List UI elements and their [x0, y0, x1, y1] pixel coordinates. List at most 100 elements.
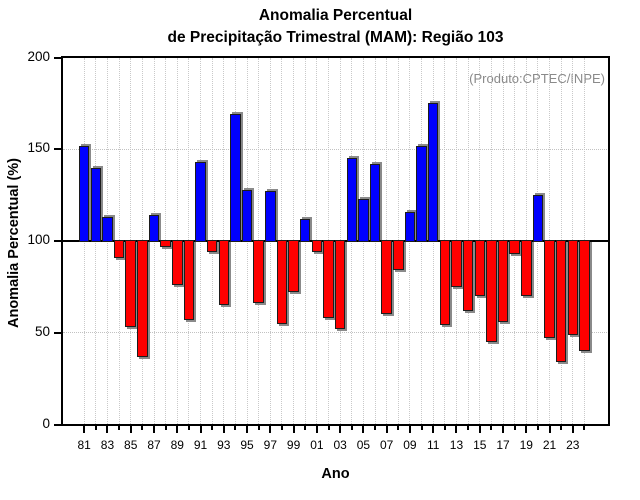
x-minor-tick-1984 [118, 426, 121, 430]
x-major-tick-2015 [478, 426, 481, 433]
x-tick-label-87: 87 [147, 438, 161, 452]
x-major-tick-2017 [502, 426, 505, 433]
y-tick-label-100: 100 [27, 232, 50, 247]
x-tick-label-05: 05 [356, 438, 371, 452]
y-tick-label-150: 150 [27, 140, 50, 156]
bar-2022 [555, 240, 567, 363]
x-minor-tick-2022 [560, 426, 563, 430]
x-major-tick-2023 [571, 426, 574, 433]
bar-1998 [276, 240, 288, 324]
x-major-tick-1997 [269, 426, 272, 433]
x-minor-tick-1982 [94, 426, 97, 430]
x-tick-label-15: 15 [473, 438, 487, 452]
x-minor-tick-2020 [536, 426, 539, 430]
bar-2020 [532, 195, 544, 242]
bar-2011 [427, 103, 439, 242]
x-tick-label-01: 01 [310, 438, 324, 452]
x-tick-label-09: 09 [403, 438, 417, 452]
x-major-tick-1993 [222, 426, 225, 433]
bar-2013 [451, 240, 462, 287]
bar-2021 [544, 240, 555, 339]
bar-2000 [299, 218, 311, 242]
bar-2009 [404, 211, 416, 242]
x-tick-label-23: 23 [566, 438, 580, 452]
x-major-tick-2005 [362, 426, 365, 433]
bar-2004 [346, 158, 358, 242]
x-major-tick-2011 [432, 426, 435, 433]
x-major-tick-1981 [83, 426, 86, 433]
bar-1989 [172, 240, 183, 286]
bar-2023 [567, 240, 579, 335]
bar-2017 [497, 240, 509, 322]
bar-2005 [358, 198, 369, 242]
horizontal-gridline-50 [63, 332, 609, 334]
bar-1983 [102, 217, 113, 242]
x-tick-label-91: 91 [193, 438, 208, 452]
bar-1999 [288, 240, 299, 293]
chart-title-line1: Anomalia Percentual [258, 7, 413, 24]
x-minor-tick-2012 [443, 426, 446, 430]
bar-2010 [416, 145, 427, 242]
x-tick-label-83: 83 [100, 438, 115, 452]
horizontal-gridline-150 [63, 148, 609, 150]
x-major-tick-2009 [408, 426, 411, 433]
bar-2012 [439, 240, 451, 326]
x-tick-label-81: 81 [77, 438, 91, 452]
x-tick-label-11: 11 [426, 438, 440, 452]
bar-2001 [311, 240, 323, 252]
x-major-tick-2021 [548, 426, 551, 433]
bar-1986 [137, 240, 148, 357]
x-major-tick-1987 [153, 426, 155, 433]
bar-2003 [334, 240, 346, 330]
y-tick-150 [54, 148, 61, 151]
y-tick-label-50: 50 [34, 323, 50, 339]
bar-1997 [265, 191, 276, 242]
x-tick-label-99: 99 [286, 438, 301, 452]
x-major-tick-1983 [106, 426, 109, 433]
x-minor-tick-1988 [164, 426, 167, 430]
bar-2016 [486, 240, 497, 342]
x-tick-label-21: 21 [542, 438, 557, 452]
bar-1988 [160, 240, 171, 247]
x-major-tick-1991 [199, 426, 202, 433]
x-minor-tick-2004 [350, 426, 353, 430]
x-tick-label-93: 93 [217, 438, 231, 452]
x-major-tick-1985 [129, 426, 132, 433]
bar-2018 [509, 240, 520, 254]
x-minor-tick-2010 [420, 426, 423, 430]
x-minor-tick-2000 [304, 426, 307, 430]
x-minor-tick-2024 [583, 426, 586, 430]
x-minor-tick-1996 [257, 426, 260, 430]
y-tick-200 [54, 56, 61, 59]
bar-1992 [206, 240, 218, 252]
bar-1996 [253, 240, 264, 304]
x-major-tick-1989 [176, 426, 179, 433]
x-tick-label-17: 17 [496, 438, 510, 452]
x-minor-tick-1986 [141, 426, 144, 430]
bar-1993 [218, 240, 230, 306]
chart-title-line2: de Precipitação Trimestral (MAM): Região… [167, 29, 504, 46]
bar-1982 [90, 167, 102, 242]
plot-area-frame [61, 56, 610, 426]
x-axis-title: Ano [321, 466, 350, 482]
bar-2008 [393, 240, 404, 271]
bar-1987 [148, 215, 160, 242]
x-tick-label-97: 97 [263, 438, 278, 452]
x-major-tick-2003 [339, 426, 342, 433]
x-major-tick-1995 [246, 426, 249, 433]
bar-2019 [521, 240, 532, 297]
x-major-tick-2013 [455, 426, 458, 433]
bar-2002 [323, 240, 334, 319]
y-tick-100 [54, 240, 61, 242]
x-major-tick-1999 [292, 426, 295, 433]
x-minor-tick-2002 [327, 426, 330, 430]
x-minor-tick-1990 [187, 426, 190, 430]
bar-2006 [369, 163, 381, 242]
bar-1994 [230, 114, 241, 242]
x-tick-label-07: 07 [379, 438, 394, 452]
bar-2014 [462, 240, 474, 311]
bar-1981 [78, 145, 90, 242]
x-major-tick-2001 [315, 426, 318, 433]
bar-1990 [183, 240, 195, 320]
